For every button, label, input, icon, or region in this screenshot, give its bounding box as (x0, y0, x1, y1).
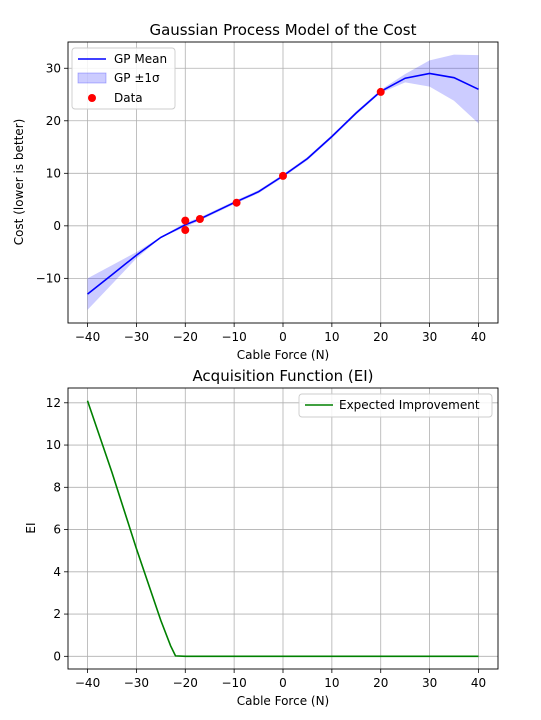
x-tick-label: −10 (221, 676, 246, 690)
legend: Expected Improvement (298, 393, 493, 418)
x-tick-label: 40 (471, 330, 486, 344)
x-tick-label: −30 (124, 330, 149, 344)
y-tick-label: 6 (53, 523, 61, 537)
legend-band-label: GP ±1σ (114, 71, 160, 85)
x-tick-label: −40 (75, 676, 100, 690)
grid (68, 388, 498, 669)
legend-ei-label: Expected Improvement (339, 398, 480, 412)
data-points (181, 87, 385, 235)
y-tick-label: 0 (53, 219, 61, 233)
y-tick-label: 10 (46, 166, 61, 180)
x-tick-label: 10 (324, 330, 339, 344)
x-tick-label: 10 (324, 676, 339, 690)
chart-title: Gaussian Process Model of the Cost (149, 21, 416, 39)
grid (68, 42, 498, 323)
data-point (181, 216, 190, 225)
y-tick-label: 4 (53, 565, 61, 579)
gp-mean-line (87, 72, 479, 295)
axis-ticks: −40 −30 −20 −10 0 10 20 30 40 −10 0 10 20 30 (36, 61, 486, 344)
x-tick-label: 40 (471, 676, 486, 690)
data-point (232, 198, 241, 207)
legend-mean-label: GP Mean (114, 52, 167, 66)
ei-line (86, 400, 479, 658)
x-tick-label: 30 (422, 676, 437, 690)
data-point (376, 87, 385, 96)
y-tick-label: 30 (46, 61, 61, 75)
x-tick-label: 30 (422, 330, 437, 344)
x-tick-label: 20 (373, 676, 388, 690)
chart-title: Acquisition Function (EI) (192, 367, 373, 385)
x-tick-label: −30 (124, 676, 149, 690)
x-tick-label: 0 (279, 330, 287, 344)
legend-box (71, 47, 176, 110)
axis-ticks: −40 −30 −20 −10 0 10 20 30 40 0 2 4 6 8 10 12 (46, 396, 486, 690)
gp-confidence-band (87, 54, 479, 310)
data-point (279, 171, 287, 180)
legend-band-swatch (77, 72, 107, 84)
legend-data-label: Data (114, 91, 143, 105)
legend: GP Mean GP ±1σ Data (71, 47, 176, 110)
x-axis-label: Cable Force (N) (237, 694, 330, 708)
legend-data-swatch (88, 94, 96, 102)
x-tick-label: −10 (221, 330, 246, 344)
x-tick-label: 20 (373, 330, 388, 344)
x-tick-label: −20 (173, 330, 198, 344)
y-axis-label: EI (24, 522, 38, 533)
y-tick-label: 0 (53, 649, 61, 663)
x-axis-label: Cable Force (N) (237, 348, 330, 362)
y-tick-label: 8 (53, 480, 61, 494)
cost-model-chart: Gaussian Process Model of the Cost −40 −3… (12, 21, 499, 362)
y-tick-label: 2 (53, 607, 61, 621)
y-tick-label: 10 (46, 438, 61, 452)
data-point (181, 226, 190, 235)
x-tick-label: −40 (75, 330, 100, 344)
acquisition-chart: Acquisition Function (EI) −40 −30 −20 −10 0 1… (24, 367, 499, 708)
x-tick-label: 0 (279, 676, 287, 690)
y-tick-label: −10 (36, 271, 61, 285)
y-tick-label: 20 (46, 114, 61, 128)
y-axis-label: Cost (lower is better) (12, 119, 26, 246)
data-point (195, 215, 204, 224)
x-tick-label: −20 (173, 676, 198, 690)
legend-box (298, 393, 493, 418)
y-tick-label: 12 (46, 396, 61, 410)
